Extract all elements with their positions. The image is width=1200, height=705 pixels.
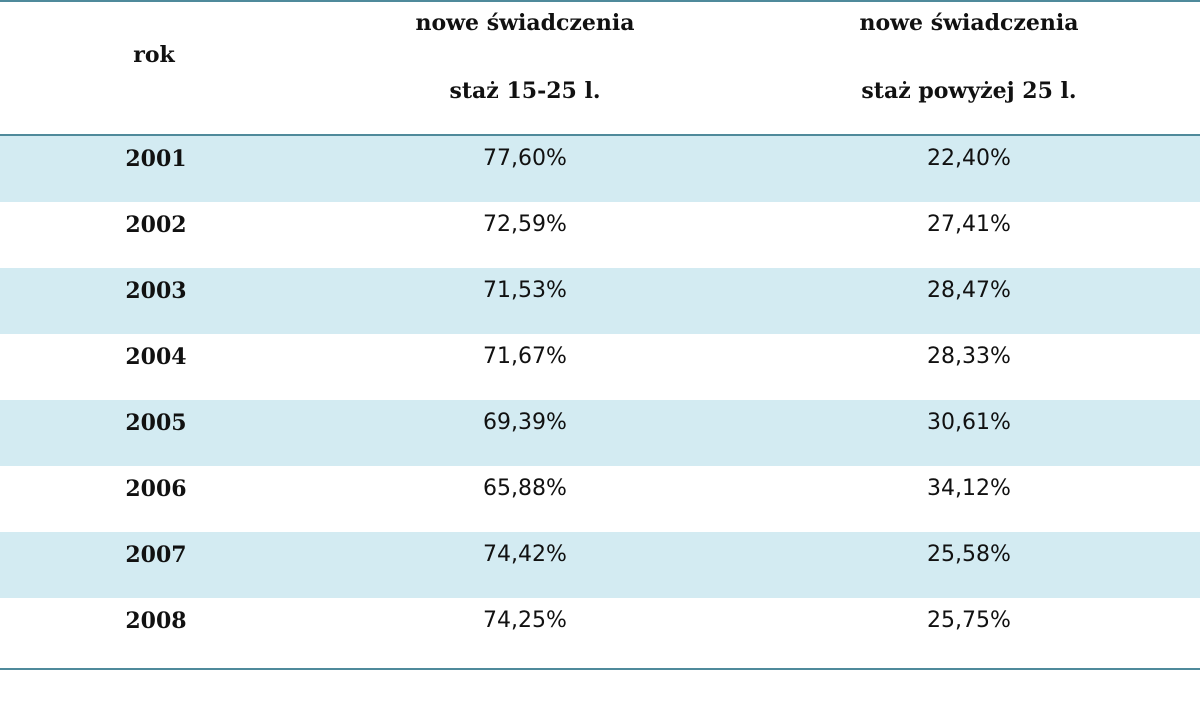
seniority-over-25-cell: 34,12% <box>738 466 1200 532</box>
year-cell: 2001 <box>0 135 312 202</box>
seniority-over-25-value: 34,12% <box>927 476 1011 501</box>
table-row: 2007 74,42% 25,58% <box>0 532 1200 598</box>
header-year-box: rok <box>0 2 312 134</box>
header-seniority-15-25-line1: nowe świadczenia <box>415 10 635 36</box>
seniority-over-25-value: 30,61% <box>927 410 1011 435</box>
seniority-over-25-cell: 28,33% <box>738 334 1200 400</box>
table-bottom-rule <box>0 668 1200 670</box>
seniority-over-25-cell: 22,40% <box>738 135 1200 202</box>
data-table: rok nowe świadczenia staż 15-25 l. nowe … <box>0 2 1200 664</box>
seniority-over-25-value: 25,75% <box>927 608 1011 633</box>
table-row: 2006 65,88% 34,12% <box>0 466 1200 532</box>
seniority-15-25-value: 74,42% <box>483 542 567 567</box>
seniority-over-25-cell: 27,41% <box>738 202 1200 268</box>
seniority-15-25-cell: 65,88% <box>312 466 738 532</box>
header-row: rok nowe świadczenia staż 15-25 l. nowe … <box>0 2 1200 136</box>
seniority-15-25-value: 71,53% <box>483 278 567 303</box>
table-header: rok nowe świadczenia staż 15-25 l. nowe … <box>0 2 1200 136</box>
seniority-15-25-value: 69,39% <box>483 410 567 435</box>
seniority-over-25-value: 25,58% <box>927 542 1011 567</box>
seniority-over-25-value: 22,40% <box>927 146 1011 171</box>
seniority-15-25-cell: 69,39% <box>312 400 738 466</box>
data-table-container: rok nowe świadczenia staż 15-25 l. nowe … <box>0 0 1200 664</box>
seniority-over-25-cell: 28,47% <box>738 268 1200 334</box>
seniority-over-25-value: 28,47% <box>927 278 1011 303</box>
seniority-15-25-cell: 74,25% <box>312 598 738 664</box>
year-cell: 2003 <box>0 268 312 334</box>
year-value: 2007 <box>125 542 187 568</box>
header-year: rok <box>0 2 312 136</box>
seniority-15-25-cell: 72,59% <box>312 202 738 268</box>
table-row: 2002 72,59% 27,41% <box>0 202 1200 268</box>
seniority-over-25-value: 28,33% <box>927 344 1011 369</box>
year-cell: 2008 <box>0 598 312 664</box>
seniority-15-25-value: 71,67% <box>483 344 567 369</box>
header-year-label: rok <box>133 42 175 68</box>
table-row: 2004 71,67% 28,33% <box>0 334 1200 400</box>
header-seniority-over-25: nowe świadczenia staż powyżej 25 l. <box>738 2 1200 136</box>
table-row: 2005 69,39% 30,61% <box>0 400 1200 466</box>
year-cell: 2004 <box>0 334 312 400</box>
seniority-15-25-cell: 74,42% <box>312 532 738 598</box>
year-value: 2006 <box>125 476 187 502</box>
header-seniority-over-25-line2: staż powyżej 25 l. <box>861 78 1077 104</box>
table-row: 2003 71,53% 28,47% <box>0 268 1200 334</box>
seniority-15-25-cell: 77,60% <box>312 135 738 202</box>
header-seniority-over-25-line1: nowe świadczenia <box>859 10 1079 36</box>
year-value: 2008 <box>125 608 187 634</box>
seniority-over-25-cell: 25,75% <box>738 598 1200 664</box>
seniority-15-25-value: 74,25% <box>483 608 567 633</box>
seniority-15-25-value: 65,88% <box>483 476 567 501</box>
table-body: 2001 77,60% 22,40% 2002 72,59% 27,41% 20… <box>0 135 1200 664</box>
seniority-over-25-cell: 30,61% <box>738 400 1200 466</box>
seniority-over-25-value: 27,41% <box>927 212 1011 237</box>
header-seniority-over-25-box: nowe świadczenia staż powyżej 25 l. <box>738 2 1200 134</box>
header-seniority-15-25-line2: staż 15-25 l. <box>449 78 601 104</box>
table-row: 2001 77,60% 22,40% <box>0 135 1200 202</box>
year-value: 2005 <box>125 410 187 436</box>
year-cell: 2006 <box>0 466 312 532</box>
header-seniority-15-25: nowe świadczenia staż 15-25 l. <box>312 2 738 136</box>
header-seniority-15-25-box: nowe świadczenia staż 15-25 l. <box>312 2 738 134</box>
year-cell: 2002 <box>0 202 312 268</box>
year-value: 2001 <box>125 146 187 172</box>
year-value: 2003 <box>125 278 187 304</box>
year-value: 2002 <box>125 212 187 238</box>
table-row: 2008 74,25% 25,75% <box>0 598 1200 664</box>
seniority-over-25-cell: 25,58% <box>738 532 1200 598</box>
year-cell: 2005 <box>0 400 312 466</box>
seniority-15-25-cell: 71,53% <box>312 268 738 334</box>
seniority-15-25-cell: 71,67% <box>312 334 738 400</box>
year-cell: 2007 <box>0 532 312 598</box>
seniority-15-25-value: 72,59% <box>483 212 567 237</box>
year-value: 2004 <box>125 344 187 370</box>
seniority-15-25-value: 77,60% <box>483 146 567 171</box>
